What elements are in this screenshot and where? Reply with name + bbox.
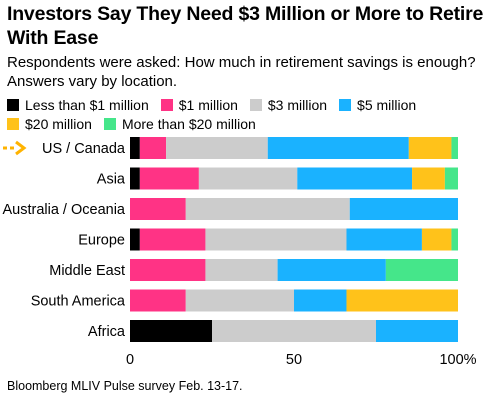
bar-asia-3-million <box>198 167 298 190</box>
bar-middle-east-1-million <box>130 259 206 281</box>
x-tick-label: 100% <box>439 352 476 368</box>
highlight-arrow-icon <box>3 140 27 156</box>
bar-europe-20-million <box>421 228 452 251</box>
bar-us-canada-1-million <box>139 137 167 159</box>
bar-asia-5-million <box>297 167 413 190</box>
legend-swatch <box>7 99 19 111</box>
bar-south-america-5-million <box>294 289 347 312</box>
chart-legend: Less than $1 million $1 million $3 million… <box>7 96 477 133</box>
bar-us-canada-20-million <box>408 137 452 159</box>
legend-label: More than $20 million <box>121 116 256 132</box>
legend-item-20-million: $20 million <box>7 115 92 133</box>
category-label: Australia / Oceania <box>2 202 125 218</box>
bar-europe-5-million <box>346 228 422 251</box>
x-tick-label: 0 <box>126 352 134 368</box>
legend-label: $3 million <box>267 97 328 113</box>
chart-subtitle: Respondents were asked: How much in reti… <box>7 54 476 90</box>
bar-australia-oceania-3-million <box>185 198 350 220</box>
bar-africa-less-than-1-million <box>130 320 212 342</box>
x-tick-label: 50 <box>286 352 302 368</box>
category-label: South America <box>31 294 126 310</box>
legend-item-less-than-1-million: Less than $1 million <box>7 96 149 114</box>
bar-asia-less-than-1-million <box>130 167 140 190</box>
bar-middle-east-3-million <box>205 259 278 281</box>
bar-middle-east-5-million <box>277 259 386 281</box>
bar-africa-5-million <box>376 320 458 342</box>
legend-swatch <box>339 99 352 111</box>
category-label: Europe <box>78 233 125 249</box>
chart-title: Investors Say They Need $3 Million or Mo… <box>7 3 484 49</box>
bar-australia-oceania-1-million <box>130 198 186 220</box>
bar-us-canada-3-million <box>166 137 268 159</box>
bar-south-america-20-million <box>346 289 458 312</box>
legend-item-more-than-20-million: More than $20 million <box>103 115 256 133</box>
bar-us-canada-5-million <box>267 137 409 159</box>
bar-south-america-1-million <box>130 289 186 312</box>
bar-europe-less-than-1-million <box>130 228 140 251</box>
bar-europe-3-million <box>205 228 347 251</box>
category-label: Asia <box>97 172 126 188</box>
legend-item-3-million: $3 million <box>249 96 328 114</box>
bar-africa-3-million <box>212 320 376 342</box>
bar-asia-20-million <box>412 167 445 190</box>
bar-south-america-3-million <box>185 289 294 312</box>
legend-label: $1 million <box>178 97 238 113</box>
legend-item-5-million: $5 million <box>339 96 416 114</box>
stacked-bar-chart: US / Canada Asia Australia / Oceania Europe… <box>2 137 477 368</box>
legend-label: $5 million <box>357 97 417 113</box>
legend-label: $20 million <box>25 116 92 132</box>
category-label: US / Canada <box>42 141 126 157</box>
bar-us-canada-more-than-20-million <box>451 137 458 159</box>
legend-item-1-million: $1 million <box>160 96 238 114</box>
source-note: Bloomberg MLIV Pulse survey Feb. 13-17. <box>7 379 243 393</box>
category-label: Africa <box>88 324 126 340</box>
bar-australia-oceania-5-million <box>349 198 458 220</box>
category-label: Middle East <box>49 263 125 279</box>
bar-asia-more-than-20-million <box>444 167 458 190</box>
legend-swatch <box>7 118 19 130</box>
bar-asia-1-million <box>139 167 199 190</box>
legend-swatch <box>103 118 116 130</box>
bar-europe-1-million <box>139 228 206 251</box>
bar-us-canada-less-than-1-million <box>130 137 140 159</box>
legend-label: Less than $1 million <box>25 97 149 113</box>
legend-swatch <box>160 99 173 111</box>
bar-middle-east-more-than-20-million <box>385 259 458 281</box>
legend-swatch <box>249 99 262 111</box>
bar-europe-more-than-20-million <box>451 228 458 251</box>
